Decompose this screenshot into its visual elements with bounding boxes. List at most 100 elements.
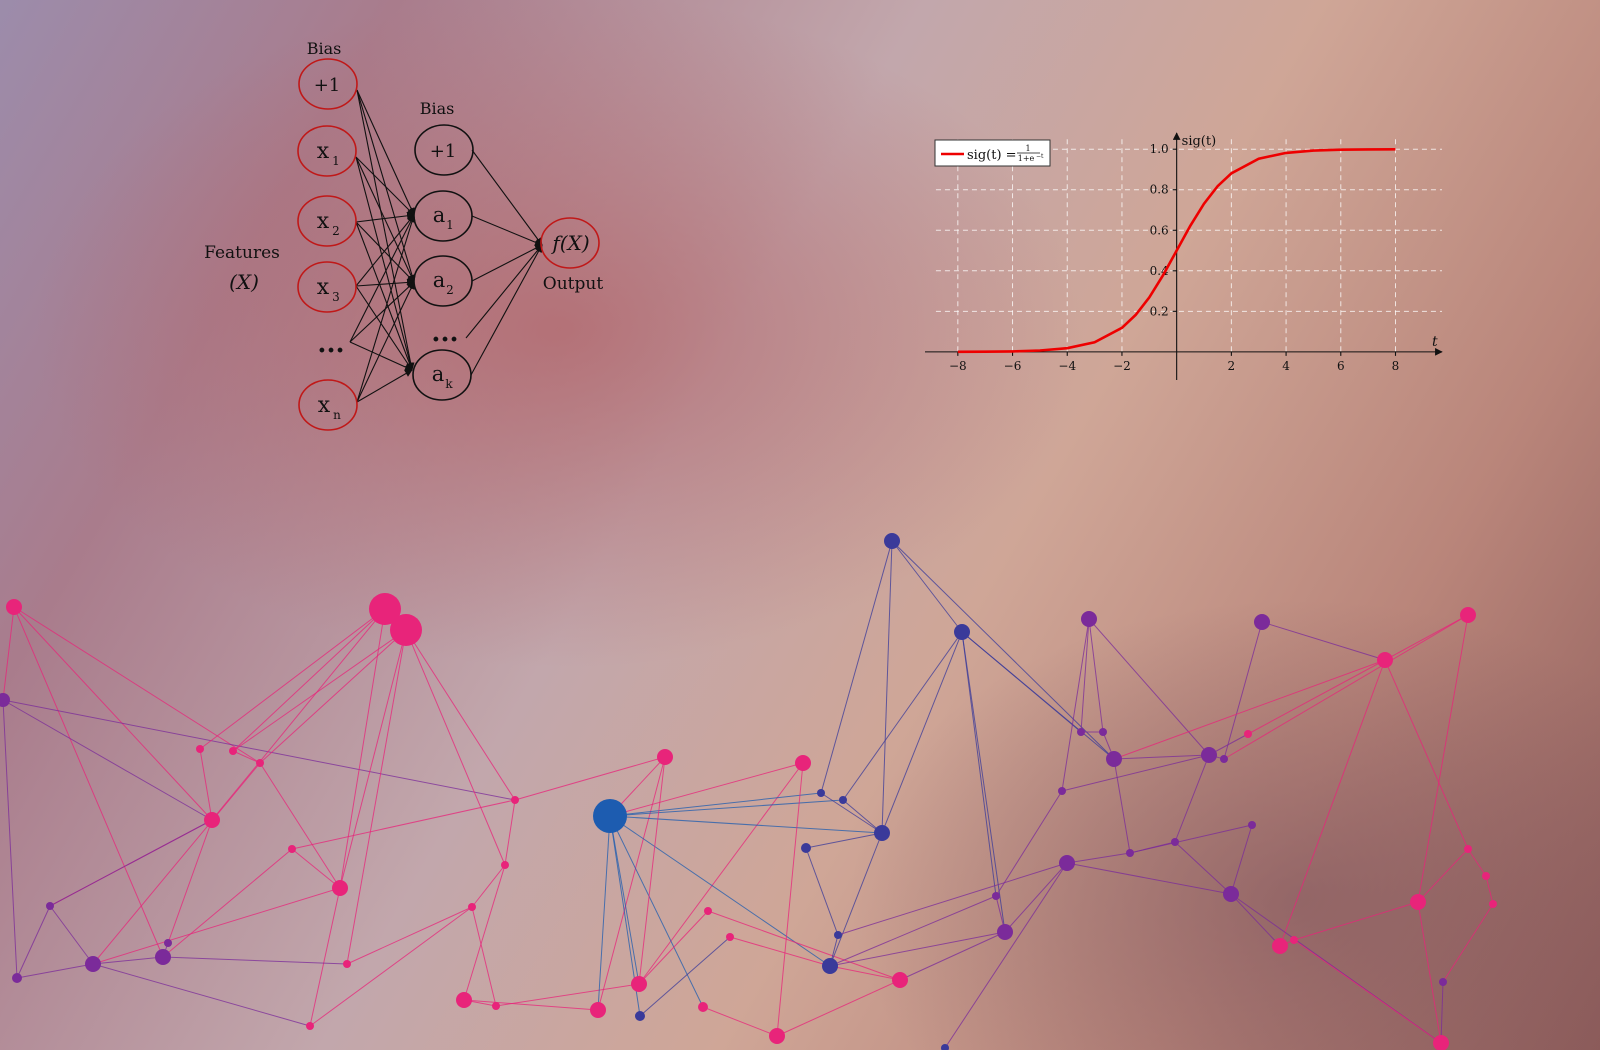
x-tick-label: 6 [1337,359,1345,373]
network-edge [805,847,839,936]
nn-edge [471,215,543,246]
network-edge [1417,901,1442,1044]
y-tick-label: 1.0 [1150,142,1169,156]
hidden-node-a2-sub: 2 [446,283,454,297]
nn-edge [471,244,543,282]
network-edge [346,906,473,965]
network-edge [609,815,704,1008]
nn-edge [356,281,415,403]
network-node [704,907,712,915]
network-edge [1442,903,1494,983]
hidden-node-ak-main: a [432,362,445,386]
network-edge [1293,939,1442,1044]
input-bias-label: Bias [307,39,342,58]
network-edge [829,832,883,967]
x-tick-label: 4 [1282,359,1290,373]
network-edge [891,540,1115,760]
network-node [941,1044,949,1050]
nn-edge [349,341,413,371]
network-edge [1230,824,1253,895]
network-edge [609,815,831,967]
network-node [164,939,172,947]
legend-prefix: sig(t) = [967,148,1017,163]
network-edge [162,956,348,965]
network-edge [1485,875,1494,905]
network-edge [1417,848,1469,903]
y-tick-label: 0.2 [1150,304,1169,318]
x-tick-label: 8 [1392,359,1400,373]
network-node [698,1002,708,1012]
network-edge [944,862,1068,1049]
output-node: f(X) [540,217,600,269]
network-edge [1066,862,1232,895]
network-node [1433,1035,1449,1050]
input-node-xn-sub: n [333,408,341,422]
network-edge [167,819,213,944]
network-edge [829,931,1006,967]
network-node [801,843,811,853]
nn-edge [355,221,414,371]
features-label: Features [204,243,280,263]
network-edge [609,792,822,817]
network-edge [842,799,883,834]
x-tick-label: −2 [1113,359,1131,373]
network-node [12,973,22,983]
network-edge [820,540,893,794]
nn-edge [355,156,414,371]
input-node-x2-sub: 2 [332,224,340,238]
nn-edge [470,244,543,376]
nn-edge [355,278,415,287]
network-node [369,593,401,625]
input-node-xn: x n [298,379,358,431]
network-node [6,599,22,615]
hidden-node-bias: +1 [414,124,474,176]
nn-connections [349,89,543,403]
network-edge [639,936,731,1017]
network-node [306,1022,314,1030]
hidden-node-a1: a 1 [413,190,473,242]
network-edge [1174,754,1210,843]
network-node [635,1011,645,1021]
network-edge [199,748,213,821]
nn-edge [355,156,415,283]
network-edge [162,848,293,958]
chart-grid [935,139,1442,352]
network-edge [820,792,883,834]
hidden-bias-label: Bias [420,99,455,118]
input-node-x1-main: x [317,139,330,164]
network-edge [16,905,51,979]
network-edge [837,862,1068,936]
hidden-node-ak-sub: k [445,377,453,391]
network-edge [514,756,666,801]
network-edge [211,608,386,821]
network-node [1290,936,1298,944]
hidden-node-a2: a 2 [413,255,473,307]
network-edge [49,819,213,907]
nn-edge [355,156,415,216]
network-node [492,1002,500,1010]
network-node [196,745,204,753]
y-tick-label: 0.8 [1150,183,1169,197]
network-edge [232,629,407,752]
network-edge [92,762,261,965]
network-edge [638,910,709,985]
network-edge [259,762,341,889]
legend-exponent: −t [1036,153,1044,160]
network-edge [707,910,901,981]
nn-edge [355,285,413,371]
network-edge [881,540,893,834]
network-edge [92,963,311,1027]
sigmoid-series-line [957,148,1396,354]
network-edges [2,540,1494,1049]
network-node [468,903,476,911]
x-axis-label: t [1432,334,1438,350]
network-edge [13,606,261,764]
output-node-label: f(X) [550,231,589,255]
network-edge [1174,841,1232,895]
network-node [204,812,220,828]
network-edge [339,629,407,889]
network-edge [1088,618,1210,756]
network-node [229,747,237,755]
hidden-ellipsis: ... [431,318,458,348]
